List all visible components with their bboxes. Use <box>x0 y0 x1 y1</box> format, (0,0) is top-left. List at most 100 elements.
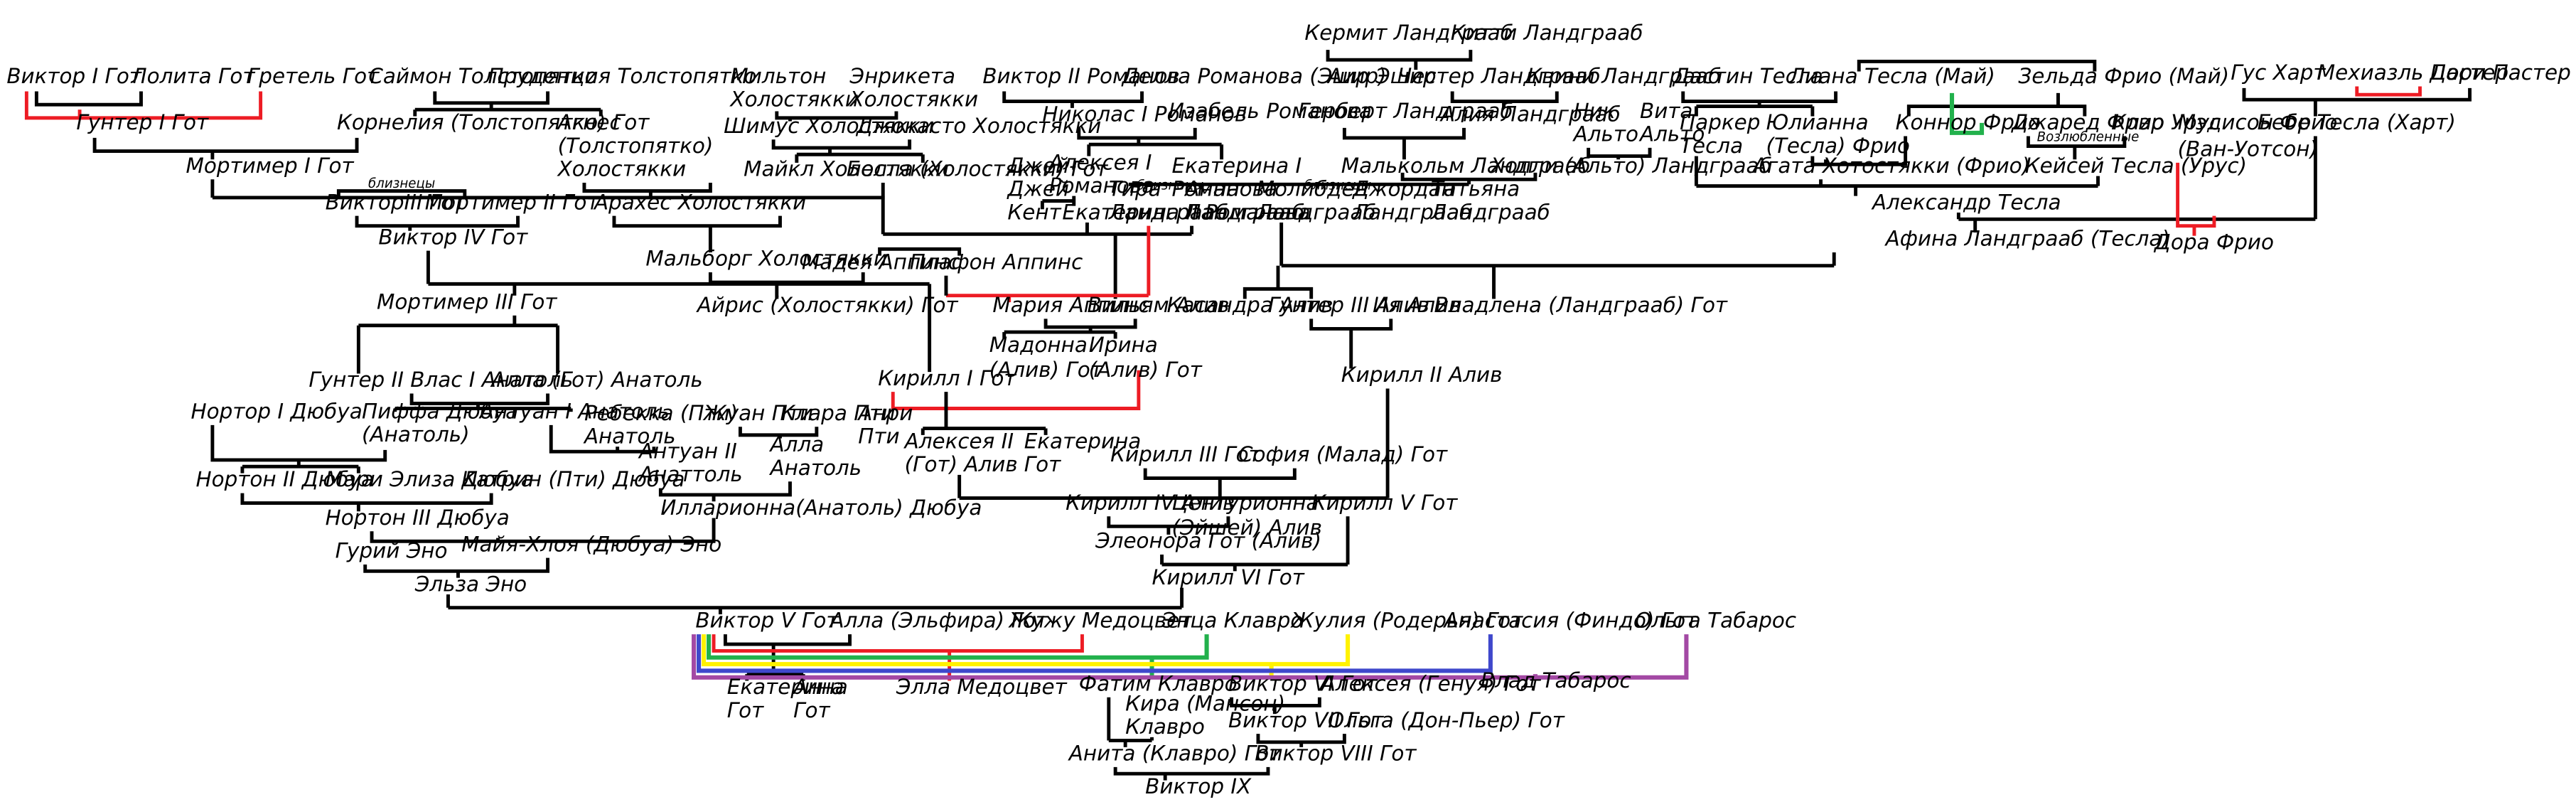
person-label-zhuan: Жуан Пти <box>702 401 813 425</box>
person-label-vilyam: Вильям Алив <box>1087 293 1229 317</box>
person-label-milton: Мильтон Холостякки <box>729 64 859 112</box>
relationship-line <box>1906 105 2087 117</box>
annotation-label: близнецы <box>1137 178 1203 193</box>
person-label-mayya: Майя-Хлоя (Дюбуа) Эно <box>461 532 721 556</box>
person-label-madeya: Мадея Аппинс <box>802 250 960 274</box>
person-label-kirill5: Кирилл V Гот <box>1311 491 1459 515</box>
person-label-lolita: Лолита Гот <box>130 64 255 88</box>
relationship-line <box>2242 87 2472 102</box>
person-label-dori: Дори Пастер (Харт) <box>2429 60 2576 85</box>
person-label-kasandra: Касандра Алив <box>1167 293 1333 317</box>
relationship-line <box>240 493 493 506</box>
person-label-jokasto: Джокасто Холостякки <box>855 114 1101 138</box>
relationship-line <box>658 481 792 497</box>
person-label-viktor9: Виктор IX <box>1145 774 1252 798</box>
person-label-tatyana: Татьяна Ландграаб <box>1430 177 1550 225</box>
person-label-bebe: Бебе Тесла (Харт) <box>2258 110 2456 134</box>
person-label-yulianna: Юлианна (Тесла) Фрио <box>1766 110 1909 158</box>
person-label-gunter1: Гунтер I Гот <box>76 110 209 134</box>
relationship-line <box>1143 468 1297 481</box>
person-label-alla_an: Алла Анатоль <box>768 432 862 480</box>
person-label-zhuzhu: Жужу Медоцвет <box>1008 609 1193 633</box>
person-label-gus: Гус Харт <box>2231 60 2326 85</box>
relationship-line <box>612 215 782 228</box>
person-label-malkolm: Малькольм Ландграаб <box>1341 154 1591 178</box>
person-label-sofiya: София (Малад) Гот <box>1238 442 1448 466</box>
person-label-kirill3: Кирилл III Гот <box>1110 442 1261 466</box>
person-label-gretel: Гретель Гот <box>247 64 380 88</box>
person-label-maikl: Майкл Холостякки <box>744 157 949 181</box>
person-label-saimon: Саймон Толстопятко <box>368 64 597 88</box>
person-label-olga_dp: Ольга (Дон-Пьер) Гот <box>1328 708 1565 732</box>
person-label-agnes: Агнес (Толстопятко) Холостякки <box>557 110 714 181</box>
person-label-nortor1: Нортор I Дюбуа <box>191 400 363 424</box>
person-label-anna_g: Анна Гот <box>792 675 848 722</box>
person-label-della: Делла Романова (Эшир) <box>1120 64 1386 88</box>
person-label-holli: Холли (Альто) Ландграаб <box>1489 154 1772 178</box>
red-relationship-line <box>24 91 263 120</box>
person-label-viktor1: Виктор I Гот <box>6 64 142 88</box>
person-label-anri: Анри Пти <box>857 401 913 449</box>
relationship-line <box>1342 127 1466 140</box>
person-label-kler: Клэр Урус <box>2111 110 2221 134</box>
person-label-dora: Дора Фрио <box>2153 230 2274 254</box>
person-label-gerbert: Герберт Ландграаб <box>1298 99 1513 123</box>
person-label-olga_t: Ольга Табарос <box>1635 609 1796 633</box>
relationship-line <box>210 424 387 462</box>
person-label-viktor7: Виктор VII Гот <box>1228 708 1384 732</box>
person-label-mariya_a: Мария Аппинс <box>992 293 1149 317</box>
person-label-antuan1: Антуан I Анатоль <box>478 400 670 424</box>
relationship-line <box>370 518 716 543</box>
person-label-norton3: Нортон III Дюбуа <box>326 506 510 530</box>
person-label-alekseya1: Алексея I Романова <box>1048 150 1155 198</box>
person-label-afina: Афина Ландграаб (Тесла) <box>1884 227 2170 251</box>
person-label-mortimer1: Мортимер I Гот <box>186 154 355 178</box>
person-label-molibden: Молибден Ландграаб <box>1256 177 1376 225</box>
person-label-plafon: Плафон Аппинс <box>910 250 1083 274</box>
person-label-iya: Ия Алив <box>1373 293 1461 317</box>
relationship-line <box>1857 60 2097 72</box>
person-label-kirill2: Кирилл II Алив <box>1341 363 1503 387</box>
person-label-antuan2: Антуан II Анаттоль <box>638 439 743 487</box>
red-relationship-line <box>2355 86 2422 97</box>
relationship-line <box>775 111 898 120</box>
purple-relationship-line <box>692 634 1689 680</box>
person-label-kirill6: Кирилл VI Гот <box>1152 565 1305 589</box>
person-label-rebekka: Ребекка (Пти) Анатоль <box>583 401 738 449</box>
person-label-gurii: Гурий Эно <box>336 539 448 563</box>
person-label-fatim: Фатим Клавро <box>1079 671 1238 695</box>
relationship-line <box>1043 319 1137 329</box>
person-label-agata: Агата Хотостякки (Фрио) <box>1751 154 2030 178</box>
person-label-klara: Клара Пти <box>780 401 895 425</box>
person-label-bella: Белла (Холостякки) Гот <box>847 157 1108 181</box>
person-label-kornelia: Корнелия (Толстопятко) Гот <box>337 110 650 134</box>
annotation-label: Возлюбленные <box>2037 130 2140 145</box>
annotation-label: близнецы <box>1304 178 1371 193</box>
person-label-gunter2: Гунтер II Влас I Анатоль <box>308 368 573 392</box>
person-label-elza: Эльза Эно <box>414 572 527 596</box>
relationship-line <box>878 247 962 256</box>
person-label-dastin: Дастин Тесла <box>1672 64 1823 88</box>
person-label-tira: Тира Ландграаб <box>1108 177 1228 225</box>
person-label-vlad: Влад Табарос <box>1481 668 1631 693</box>
person-label-ekaterina_g: Екатерина Гот <box>1024 429 1142 477</box>
person-label-zhuliya: Жулия (Родерья) Гот <box>1290 609 1524 633</box>
person-label-norton2: Нортон II Дюбуа <box>196 467 374 491</box>
person-label-alla_elfira: Алла (Эльфира) Гот <box>829 609 1048 633</box>
person-label-alekseya2: Алексея II (Гот) Алив <box>903 429 1018 477</box>
person-label-aliya: Алия Ландграаб <box>1439 102 1621 127</box>
person-label-viktor5: Виктор V Гот <box>695 609 839 633</box>
yellow-relationship-line <box>702 634 1351 667</box>
person-label-gunter3: Гунтер III Алив <box>1268 293 1429 317</box>
person-label-mortimer3: Мортимер III Гот <box>377 289 557 314</box>
person-label-kira: Кира (Мансон) Клавро <box>1125 691 1285 739</box>
person-label-kirill4: Кирилл IV Алив <box>1066 491 1235 515</box>
person-label-izabel: Изабель Романова <box>1169 99 1372 123</box>
relationship-line <box>723 634 852 646</box>
person-label-ekaterina1: Екатерина I Романова <box>1172 154 1302 201</box>
person-label-anna_l: Анна Ландграаб <box>1184 177 1304 225</box>
person-label-parker: Паркер Тесла <box>1680 110 1760 158</box>
person-label-jared: Джаред Фрио <box>2010 110 2164 134</box>
relationship-line <box>355 215 520 228</box>
